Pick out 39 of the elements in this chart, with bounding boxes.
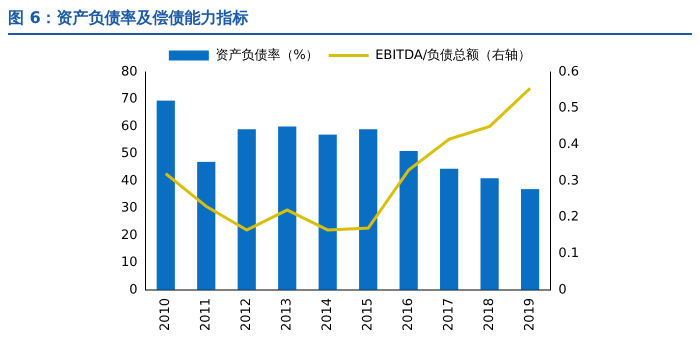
y2-tick-label: 0.1 xyxy=(558,246,580,261)
bar xyxy=(400,150,418,290)
x-tick-label: 2010 xyxy=(158,298,174,332)
bar xyxy=(197,162,216,290)
y-tick-label: 50 xyxy=(120,146,138,162)
x-tick-label: 2017 xyxy=(442,298,457,332)
bar xyxy=(359,129,378,290)
y-tick-label: 20 xyxy=(120,228,138,243)
y-tick-label: 40 xyxy=(120,173,138,188)
y-tick-label: 60 xyxy=(120,118,138,134)
bar xyxy=(440,168,458,290)
x-tick-label: 2013 xyxy=(280,298,295,332)
bar xyxy=(520,189,540,290)
x-tick-label: 2011 xyxy=(198,298,214,332)
x-tick-label: 2012 xyxy=(239,298,254,332)
bar xyxy=(278,126,296,290)
legend-label: EBITDA/负债总额（右轴） xyxy=(375,48,532,63)
y2-tick-label: 0 xyxy=(558,282,567,298)
y2-tick-label: 0.5 xyxy=(558,100,580,116)
x-tick-label: 2016 xyxy=(401,298,416,332)
y-tick-label: 80 xyxy=(120,64,138,80)
y-tick-label: 0 xyxy=(129,282,138,298)
x-tick-label: 2015 xyxy=(360,298,376,332)
y-tick-label: 10 xyxy=(120,255,138,270)
y2-tick-label: 0.3 xyxy=(558,173,580,188)
bar xyxy=(318,134,337,290)
y2-tick-label: 0.2 xyxy=(558,210,580,225)
legend-label: 资产负债率（%） xyxy=(215,46,319,63)
y2-tick-label: 0.6 xyxy=(558,64,580,80)
y-tick-label: 30 xyxy=(120,200,138,216)
bar xyxy=(156,100,175,290)
x-tick-label: 2018 xyxy=(482,298,497,332)
chart-title: 图 6：资产负债率及偿债能力指标 xyxy=(8,8,692,35)
y2-tick-label: 0.4 xyxy=(558,137,580,152)
x-tick-label: 2019 xyxy=(522,298,538,332)
bar xyxy=(238,129,256,290)
bar xyxy=(480,178,499,290)
y-tick-label: 70 xyxy=(120,92,138,107)
x-tick-label: 2014 xyxy=(320,298,336,332)
